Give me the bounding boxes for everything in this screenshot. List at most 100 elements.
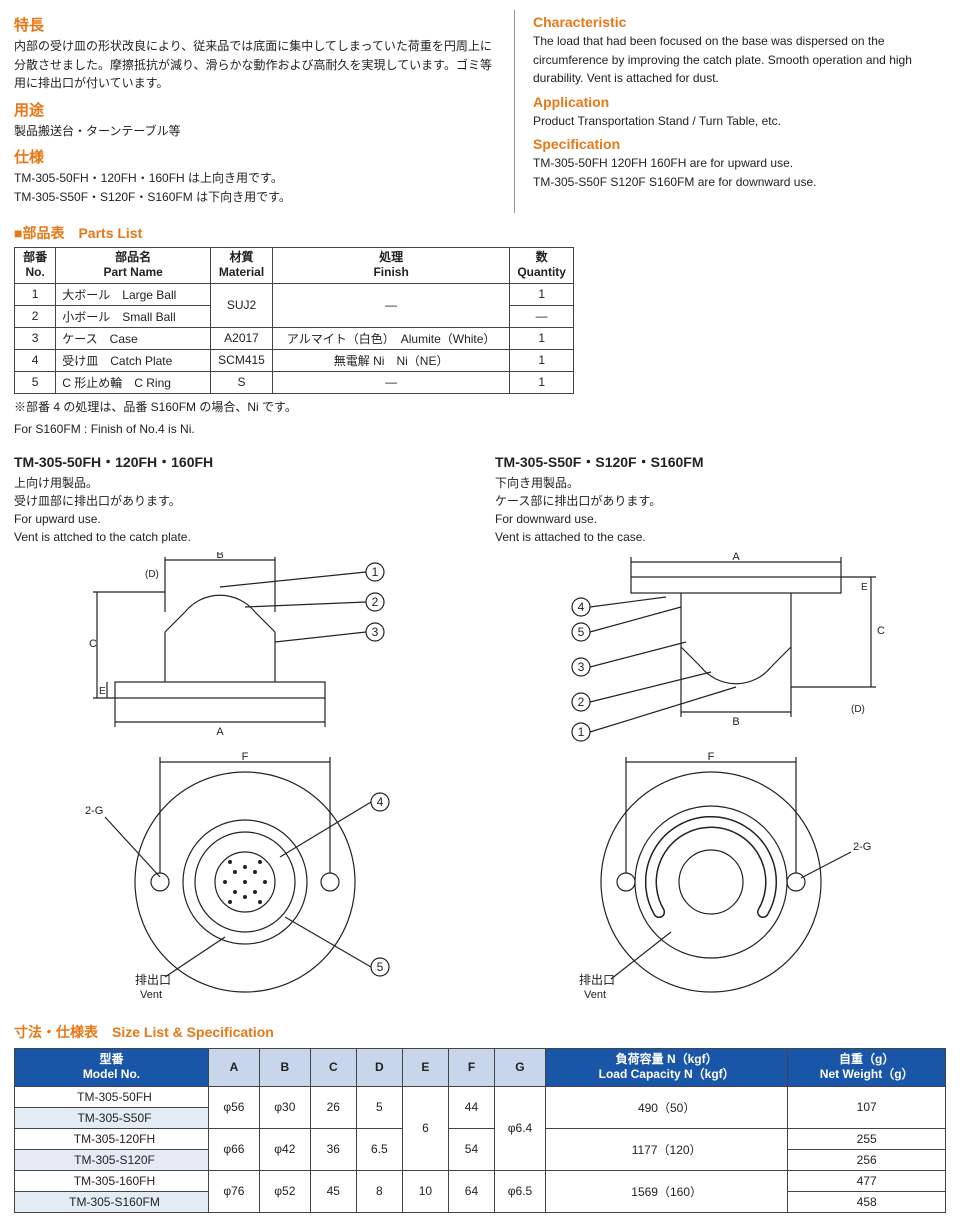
vent-label-en2: Vent (584, 989, 606, 1001)
th-B: B (259, 1048, 310, 1086)
svg-text:2: 2 (577, 695, 584, 709)
cell: 45 (310, 1170, 356, 1212)
cell: 1 (510, 327, 574, 349)
th-wt-jp: 自重（g） (839, 1052, 894, 1066)
cell: S (211, 371, 273, 393)
cell: 1177（120） (545, 1128, 787, 1170)
drawing-upward: TM-305-50FH・120FH・160FH 上向け用製品。 受け皿部に排出口… (14, 452, 465, 1012)
th-G: G (495, 1048, 546, 1086)
p-characteristic: The load that had been focused on the ba… (533, 32, 946, 88)
th-no-jp: 部番 (23, 250, 47, 264)
drawing-downward-sub3: For downward use. (495, 512, 597, 526)
cell: 490（50） (545, 1086, 787, 1128)
cell: φ66 (208, 1128, 259, 1170)
cell: φ6.4 (495, 1086, 546, 1170)
cell: A2017 (211, 327, 273, 349)
cell: 1 (15, 283, 56, 305)
svg-text:E: E (861, 582, 868, 593)
svg-text:4: 4 (577, 600, 584, 614)
cell: 26 (310, 1086, 356, 1128)
cell: 10 (402, 1170, 448, 1212)
cell: φ56 (208, 1086, 259, 1128)
th-load-en: Load Capacity N（kgf） (599, 1067, 735, 1081)
heading-specification: Specification (533, 136, 946, 152)
svg-text:5: 5 (577, 625, 584, 639)
cell: φ76 (208, 1170, 259, 1212)
cell: 1569（160） (545, 1170, 787, 1212)
svg-text:2-G: 2-G (85, 805, 103, 817)
th-fin-en: Finish (373, 265, 408, 279)
col-english: Characteristic The load that had been fo… (514, 10, 946, 213)
cell: 3 (15, 327, 56, 349)
cell: 44 (448, 1086, 494, 1128)
drawing-downward-sub1: 下向き用製品。 (495, 476, 579, 490)
cell: 1 (510, 283, 574, 305)
parts-table: 部番No. 部品名Part Name 材質Material 処理Finish 数… (14, 247, 574, 394)
cell: 64 (448, 1170, 494, 1212)
drawing-downward-title: TM-305-S50F・S120F・S160FM (495, 452, 946, 472)
downward-top-view-svg: F 2-G 排出口 Vent (551, 752, 891, 1012)
svg-text:5: 5 (376, 960, 383, 974)
cell: φ42 (259, 1128, 310, 1170)
cell: 107 (788, 1086, 946, 1128)
cell: 5 (15, 371, 56, 393)
cell: SCM415 (211, 349, 273, 371)
drawings-row: TM-305-50FH・120FH・160FH 上向け用製品。 受け皿部に排出口… (14, 452, 946, 1012)
cell: φ52 (259, 1170, 310, 1212)
spec-title: 寸法・仕様表 Size List & Specification (14, 1022, 946, 1042)
th-model-jp: 型番 (99, 1052, 123, 1066)
cell: 256 (788, 1149, 946, 1170)
cell: — (272, 371, 509, 393)
heading-youto: 用途 (14, 99, 494, 120)
th-no-en: No. (25, 265, 44, 279)
drawing-downward-sub2: ケース部に排出口があります。 (495, 494, 661, 508)
cell: — (510, 305, 574, 327)
th-C: C (310, 1048, 356, 1086)
cell: 36 (310, 1128, 356, 1170)
vent-label-jp2: 排出口 (579, 973, 615, 987)
drawing-downward-sub4: Vent is attached to the case. (495, 530, 646, 544)
cell: 受け皿 Catch Plate (56, 349, 211, 371)
svg-text:C: C (89, 638, 97, 650)
svg-text:3: 3 (577, 660, 584, 674)
cell: TM-305-S120F (15, 1149, 209, 1170)
th-mat-en: Material (219, 265, 264, 279)
th-qty-en: Quantity (517, 265, 566, 279)
cell: TM-305-S160FM (15, 1191, 209, 1212)
p-spec1: TM-305-50FH 120FH 160FH are for upward u… (533, 154, 946, 173)
p-tokucho: 内部の受け皿の形状改良により、従来品では底面に集中してしまっていた荷重を円周上に… (14, 37, 494, 93)
cell: C 形止め輪 C Ring (56, 371, 211, 393)
cell: SUJ2 (211, 283, 273, 327)
p-youto: 製品搬送台・ターンテーブル等 (14, 122, 494, 141)
upward-side-view-svg: 1 2 3 B A C E (85, 552, 395, 742)
th-name-en: Part Name (103, 265, 162, 279)
th-wt-en: Net Weight（g） (820, 1067, 914, 1081)
cell: 8 (356, 1170, 402, 1212)
th-load-jp: 負荷容量 N（kgf） (616, 1052, 718, 1066)
heading-shiyou: 仕様 (14, 146, 494, 167)
th-name-jp: 部品名 (115, 250, 151, 264)
svg-text:F: F (241, 752, 248, 763)
cell: TM-305-120FH (15, 1128, 209, 1149)
th-E: E (402, 1048, 448, 1086)
p-shiyou2: TM-305-S50F・S120F・S160FM は下向き用です。 (14, 188, 494, 207)
p-application: Product Transportation Stand / Turn Tabl… (533, 112, 946, 131)
drawing-upward-sub2: 受け皿部に排出口があります。 (14, 494, 181, 508)
cell: φ30 (259, 1086, 310, 1128)
cell: 6 (402, 1086, 448, 1170)
svg-text:A: A (732, 552, 740, 563)
svg-text:3: 3 (371, 625, 378, 639)
svg-text:4: 4 (376, 795, 383, 809)
cell: 4 (15, 349, 56, 371)
cell: — (272, 283, 509, 327)
svg-text:2: 2 (371, 595, 378, 609)
cell: 5 (356, 1086, 402, 1128)
cell: 無電解 Ni Ni（NE） (272, 349, 509, 371)
cell: 6.5 (356, 1128, 402, 1170)
svg-text:E: E (99, 686, 106, 697)
svg-text:1: 1 (577, 725, 584, 739)
upward-top-view-svg: F 2-G 4 5 排出口 Vent (85, 752, 395, 1012)
vent-label-en: Vent (140, 989, 162, 1001)
cell: 54 (448, 1128, 494, 1170)
th-fin-jp: 処理 (379, 250, 403, 264)
